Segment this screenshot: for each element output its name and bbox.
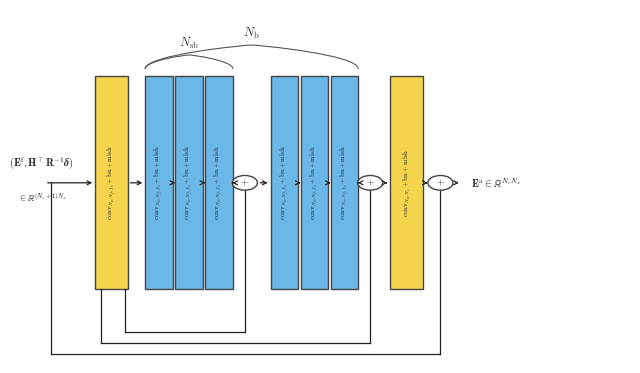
Text: $+$: $+$ [241,178,250,188]
Circle shape [232,175,257,190]
FancyBboxPatch shape [390,76,423,289]
Text: $\mathrm{conv}_{N_x,N_f,f_v} + \mathrm{bn} + \mathrm{mish}$: $\mathrm{conv}_{N_x,N_f,f_v} + \mathrm{b… [183,145,195,220]
Circle shape [358,175,383,190]
FancyBboxPatch shape [331,76,358,289]
Circle shape [428,175,453,190]
FancyBboxPatch shape [145,76,173,289]
Text: $\mathrm{conv}_{N_x,N_e} + \mathrm{bn} + \mathrm{mish}$: $\mathrm{conv}_{N_x,N_e} + \mathrm{bn} +… [401,148,412,217]
Text: $\mathrm{conv}_{N_x,N_f,f_v} + \mathrm{bn} + \mathrm{mish}$: $\mathrm{conv}_{N_x,N_f,f_v} + \mathrm{b… [339,145,351,220]
FancyBboxPatch shape [301,76,328,289]
Text: $+$: $+$ [365,178,375,188]
FancyBboxPatch shape [271,76,298,289]
Text: $(\mathbf{E}^\mathrm{f}, \mathbf{H}^\top\mathbf{R}^{-1}\boldsymbol{\delta})$: $(\mathbf{E}^\mathrm{f}, \mathbf{H}^\top… [10,155,74,170]
Text: $\mathrm{conv}_{N_x,N_f,f_v} + \mathrm{bn} + \mathrm{mish}$: $\mathrm{conv}_{N_x,N_f,f_v} + \mathrm{b… [105,145,118,220]
Text: $\mathrm{conv}_{N_x,N_f,f_v} + \mathrm{bn} + \mathrm{mish}$: $\mathrm{conv}_{N_x,N_f,f_v} + \mathrm{b… [213,145,225,220]
FancyBboxPatch shape [95,76,127,289]
Text: $N_\mathrm{b}$: $N_\mathrm{b}$ [243,26,260,41]
Text: $+$: $+$ [436,178,445,188]
FancyBboxPatch shape [175,76,203,289]
Text: $\mathrm{conv}_{N_x,N_f,f_v} + \mathrm{bn} + \mathrm{mish}$: $\mathrm{conv}_{N_x,N_f,f_v} + \mathrm{b… [308,145,321,220]
Text: $\in \mathbb{R}^{(N_e+1)N_x}$: $\in \mathbb{R}^{(N_e+1)N_x}$ [17,191,66,204]
FancyBboxPatch shape [205,76,233,289]
Text: $N_\mathrm{sb}$: $N_\mathrm{sb}$ [179,36,199,51]
Text: $\mathrm{conv}_{N_x,N_f,f_v} + \mathrm{bn} + \mathrm{mish}$: $\mathrm{conv}_{N_x,N_f,f_v} + \mathrm{b… [278,145,291,220]
Text: $\mathbf{E}^\mathrm{a} \in \mathbb{R}^{N_e N_x}$: $\mathbf{E}^\mathrm{a} \in \mathbb{R}^{N… [471,176,521,189]
Text: $\mathrm{conv}_{N_x,N_f,f_v} + \mathrm{bn} + \mathrm{mish}$: $\mathrm{conv}_{N_x,N_f,f_v} + \mathrm{b… [153,145,165,220]
